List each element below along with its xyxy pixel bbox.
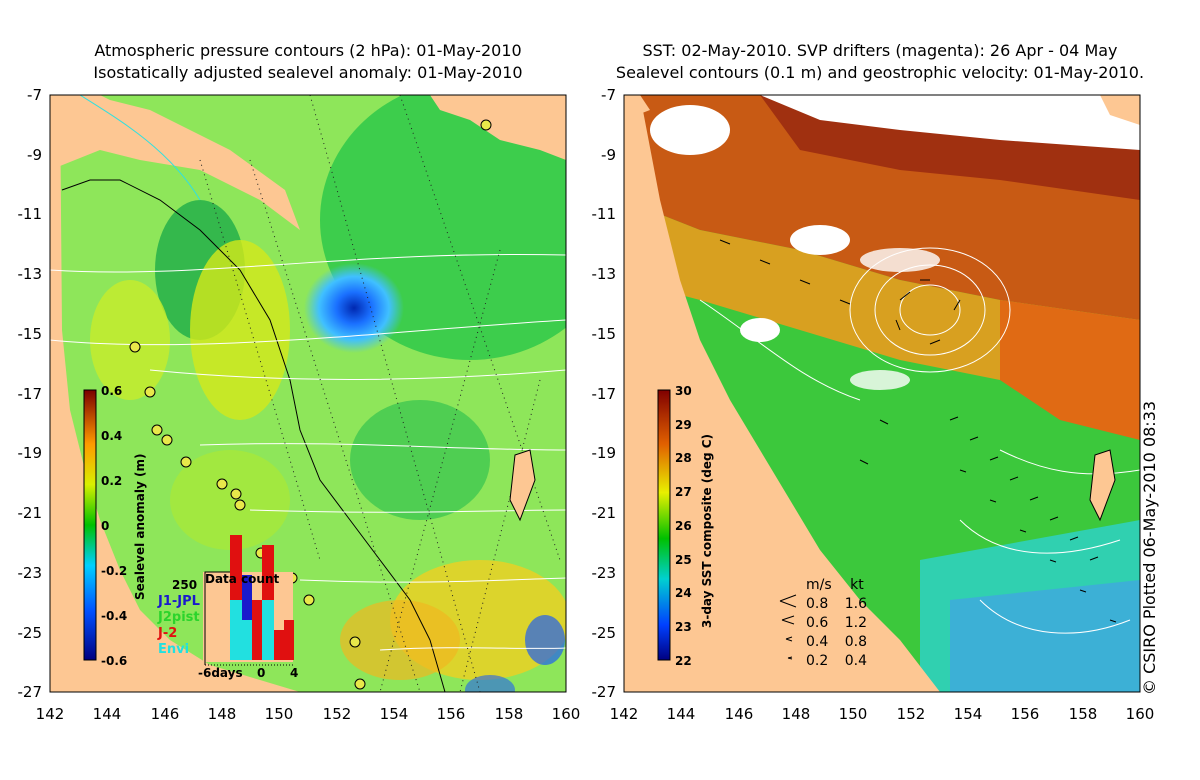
- y-tick: -13: [17, 265, 43, 283]
- header-ms: m/s: [806, 577, 832, 593]
- x-tick: 148: [781, 705, 811, 723]
- y-tick: -21: [17, 504, 43, 522]
- velocity-legend-row: 0.8 1.6: [806, 595, 867, 614]
- velocity-legend-header: m/s kt: [806, 576, 867, 595]
- y-tick: -25: [17, 624, 43, 642]
- ms-value: 0.6: [806, 615, 829, 631]
- kt-value: 1.2: [844, 615, 867, 631]
- x-tick: 152: [896, 705, 926, 723]
- data-count-inset: [203, 535, 295, 666]
- colorbar-tick: 23: [675, 620, 692, 634]
- y-tick: -19: [17, 444, 43, 462]
- y-tick: -23: [591, 564, 617, 582]
- colorbar-tick: 29: [675, 418, 692, 432]
- inset-legend-j1: J1-JPL: [158, 594, 200, 609]
- x-tick: 150: [264, 705, 294, 723]
- csiro-credit: © CSIRO Plotted 06-May-2010 08:33: [1140, 400, 1159, 695]
- colorbar-tick: 25: [675, 553, 692, 567]
- y-tick: -7: [27, 86, 42, 104]
- x-tick: 142: [609, 705, 639, 723]
- y-tick: -19: [591, 444, 617, 462]
- colorbar-tick: 0.4: [101, 429, 123, 443]
- velocity-legend: m/s kt 0.8 1.6 0.6 1.2 0.4 0.8 0.2 0.4: [806, 576, 867, 671]
- colorbar-tick: 22: [675, 654, 692, 668]
- y-tick: -13: [591, 265, 617, 283]
- y-tick: -9: [601, 146, 616, 164]
- x-tick: 142: [35, 705, 65, 723]
- y-tick: -11: [17, 205, 43, 223]
- x-tick: 146: [150, 705, 180, 723]
- colorbar-tick: 24: [675, 586, 692, 600]
- x-tick: 156: [436, 705, 466, 723]
- x-tick: 160: [1125, 705, 1155, 723]
- sst-colorbar-label: 3-day SST composite (deg C): [700, 433, 714, 628]
- inset-legend-envi: Envi: [158, 642, 190, 657]
- left-title-line2: Isostatically adjusted sealevel anomaly:…: [93, 63, 523, 82]
- x-tick: 156: [1010, 705, 1040, 723]
- kt-value: 0.4: [844, 653, 867, 669]
- inset-max-label: 250: [172, 578, 198, 592]
- y-tick: -27: [591, 683, 617, 701]
- y-tick: -9: [27, 146, 42, 164]
- x-tick: 152: [322, 705, 352, 723]
- inset-x-tick: -6days: [198, 666, 243, 680]
- x-tick: 144: [666, 705, 696, 723]
- x-tick: 146: [724, 705, 754, 723]
- y-tick: -17: [17, 385, 43, 403]
- ms-value: 0.4: [806, 634, 829, 650]
- y-tick: -11: [591, 205, 617, 223]
- sealevel-anomaly-map: [50, 95, 566, 692]
- left-title-line1: Atmospheric pressure contours (2 hPa): 0…: [94, 41, 522, 60]
- colorbar-tick: 0.2: [101, 474, 123, 488]
- x-tick: 154: [953, 705, 983, 723]
- x-tick: 160: [551, 705, 581, 723]
- ms-value: 0.8: [806, 596, 829, 612]
- colorbar-tick: 30: [675, 384, 692, 398]
- y-tick: -17: [591, 385, 617, 403]
- x-tick: 158: [1068, 705, 1098, 723]
- right-title-line1: SST: 02-May-2010. SVP drifters (magenta)…: [642, 41, 1118, 60]
- inset-title: Data count: [205, 572, 280, 586]
- y-tick: -15: [17, 325, 43, 343]
- colorbar-tick: -0.2: [101, 564, 128, 578]
- inset-x-tick: 4: [290, 666, 299, 680]
- sst-map: [624, 95, 1140, 692]
- sealevel-colorbar-label: Sealevel anomaly (m): [133, 453, 147, 600]
- inset-legend-j2: J-2: [158, 626, 178, 641]
- velocity-legend-row: 0.6 1.2: [806, 614, 867, 633]
- velocity-legend-row: 0.2 0.4: [806, 652, 867, 671]
- y-tick: -27: [17, 683, 43, 701]
- sealevel-colorbar: [83, 389, 97, 661]
- velocity-legend-arrows: [779, 594, 797, 660]
- colorbar-tick: 0.6: [101, 384, 123, 398]
- header-kt: kt: [850, 577, 864, 593]
- sst-colorbar: [657, 389, 671, 661]
- y-tick: -7: [601, 86, 616, 104]
- ms-value: 0.2: [806, 653, 829, 669]
- y-tick: -25: [591, 624, 617, 642]
- colorbar-tick: 26: [675, 519, 692, 533]
- kt-value: 0.8: [844, 634, 867, 650]
- x-tick: 150: [838, 705, 868, 723]
- x-tick: 144: [92, 705, 122, 723]
- x-tick: 154: [379, 705, 409, 723]
- colorbar-tick: 27: [675, 485, 692, 499]
- y-tick: -23: [17, 564, 43, 582]
- colorbar-tick: -0.4: [101, 609, 128, 623]
- x-tick: 158: [494, 705, 524, 723]
- colorbar-tick: 28: [675, 451, 692, 465]
- colorbar-tick: -0.6: [101, 654, 128, 668]
- inset-legend-j2pist: J2pist: [158, 610, 200, 625]
- velocity-legend-row: 0.4 0.8: [806, 633, 867, 652]
- colorbar-tick: 0: [101, 519, 110, 533]
- y-tick: -15: [591, 325, 617, 343]
- x-tick: 148: [207, 705, 237, 723]
- kt-value: 1.6: [844, 596, 867, 612]
- right-title-line2: Sealevel contours (0.1 m) and geostrophi…: [615, 63, 1145, 82]
- y-tick: -21: [591, 504, 617, 522]
- inset-x-tick: 0: [257, 666, 266, 680]
